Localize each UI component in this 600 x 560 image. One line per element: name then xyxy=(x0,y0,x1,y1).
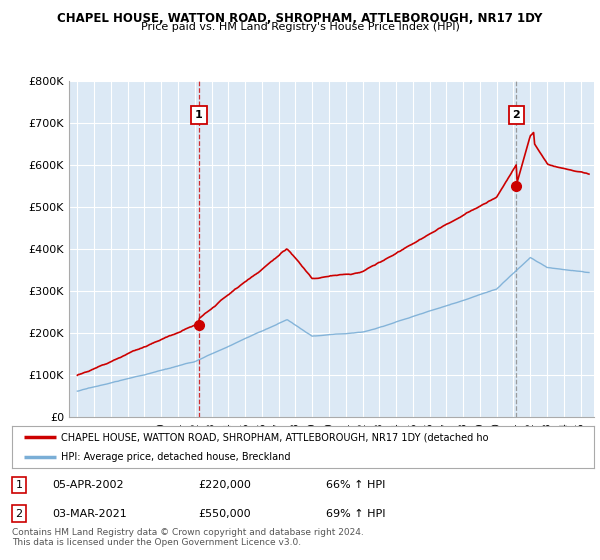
Text: 2: 2 xyxy=(16,508,23,519)
Text: 03-MAR-2021: 03-MAR-2021 xyxy=(53,508,127,519)
Text: 05-APR-2002: 05-APR-2002 xyxy=(53,480,124,490)
Text: This data is licensed under the Open Government Licence v3.0.: This data is licensed under the Open Gov… xyxy=(12,538,301,547)
Text: HPI: Average price, detached house, Breckland: HPI: Average price, detached house, Brec… xyxy=(61,452,291,462)
Text: 2: 2 xyxy=(512,110,520,120)
Text: Contains HM Land Registry data © Crown copyright and database right 2024.: Contains HM Land Registry data © Crown c… xyxy=(12,528,364,536)
Text: CHAPEL HOUSE, WATTON ROAD, SHROPHAM, ATTLEBOROUGH, NR17 1DY (detached ho: CHAPEL HOUSE, WATTON ROAD, SHROPHAM, ATT… xyxy=(61,432,489,442)
Text: Price paid vs. HM Land Registry's House Price Index (HPI): Price paid vs. HM Land Registry's House … xyxy=(140,22,460,32)
Text: £550,000: £550,000 xyxy=(198,508,251,519)
Text: CHAPEL HOUSE, WATTON ROAD, SHROPHAM, ATTLEBOROUGH, NR17 1DY: CHAPEL HOUSE, WATTON ROAD, SHROPHAM, ATT… xyxy=(58,12,542,25)
Text: 1: 1 xyxy=(195,110,203,120)
Text: £220,000: £220,000 xyxy=(198,480,251,490)
Text: 69% ↑ HPI: 69% ↑ HPI xyxy=(326,508,386,519)
Text: 66% ↑ HPI: 66% ↑ HPI xyxy=(326,480,386,490)
Text: 1: 1 xyxy=(16,480,22,490)
